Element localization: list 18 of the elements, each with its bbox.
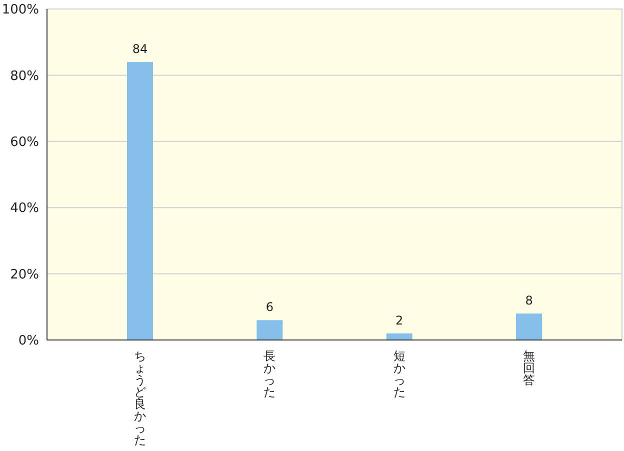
x-tick-label: 短かった	[393, 349, 406, 399]
bar	[256, 320, 283, 340]
y-tick-label: 40%	[10, 201, 39, 216]
data-label: 8	[525, 294, 533, 308]
y-tick-label: 20%	[10, 267, 39, 282]
bar	[386, 333, 412, 340]
x-tick-label: 無回答	[523, 349, 536, 387]
y-tick-label: 100%	[2, 2, 39, 18]
y-tick-label: 80%	[10, 68, 39, 84]
x-tick-label: 長かった	[264, 349, 276, 399]
data-label: 84	[132, 42, 148, 56]
y-tick-label: 0%	[18, 334, 39, 349]
bar	[516, 314, 542, 340]
x-tick-label: ちょうど良かった	[134, 349, 146, 447]
bar	[126, 62, 153, 340]
data-label: 6	[266, 300, 274, 314]
y-tick-label: 60%	[10, 134, 39, 150]
data-label: 2	[396, 313, 404, 328]
